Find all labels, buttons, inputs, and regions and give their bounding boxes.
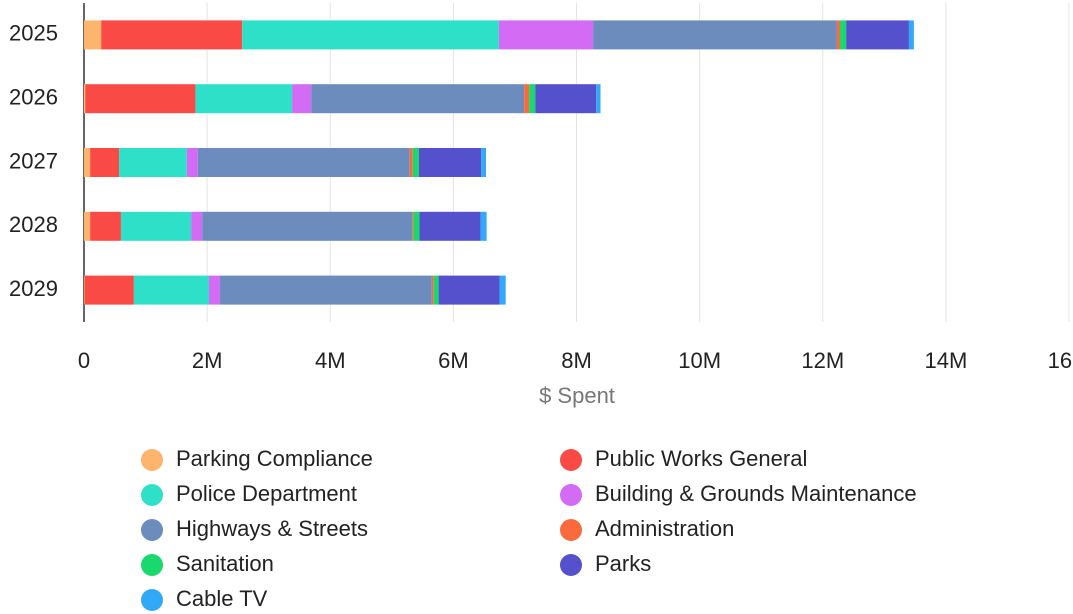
bar-segment — [119, 148, 187, 177]
bar-segment — [85, 84, 196, 114]
bar-segment — [412, 211, 414, 241]
bar-segment — [596, 84, 601, 114]
legend-label: Administration — [595, 516, 734, 541]
bar-segment — [498, 20, 594, 50]
bar-segment — [481, 148, 487, 177]
legend-label: Police Department — [176, 481, 357, 506]
bar-segment — [480, 211, 487, 241]
bar-segment — [84, 275, 85, 305]
bar-segment — [418, 148, 482, 177]
x-tick-label: 4M — [315, 348, 346, 373]
x-axis-title: $ Spent — [539, 383, 615, 408]
legend-label: Highways & Streets — [176, 516, 368, 541]
bar-segment — [836, 20, 840, 50]
y-tick-label: 2027 — [9, 148, 58, 173]
legend-swatch — [560, 519, 582, 541]
legend-swatch — [560, 449, 582, 471]
x-tick-label: 0 — [78, 348, 90, 373]
legend-label: Public Works General — [595, 446, 807, 471]
bar-segment — [220, 275, 432, 305]
legend-swatch — [141, 589, 163, 611]
bar-segment — [593, 20, 837, 50]
x-tick-label: 16M — [1048, 348, 1073, 373]
bar-segment — [90, 211, 121, 241]
legend-swatch — [560, 484, 582, 506]
bar-segment — [412, 148, 419, 177]
bar-segment — [438, 275, 500, 305]
legend-swatch — [141, 449, 163, 471]
legend-label: Building & Grounds Maintenance — [595, 481, 917, 506]
bar-segment — [202, 211, 413, 241]
bar-segment — [208, 275, 221, 305]
legend-swatch — [141, 519, 163, 541]
y-tick-label: 2026 — [9, 85, 58, 110]
bar-segment — [292, 84, 312, 114]
y-tick-label: 2029 — [9, 276, 58, 301]
bar-segment — [84, 148, 91, 177]
bar-segment — [84, 84, 86, 114]
bar-segment — [195, 84, 293, 114]
bar-segment — [90, 148, 120, 177]
bar-segment — [535, 84, 597, 114]
bar-segment — [846, 20, 909, 50]
bar-segment — [191, 211, 203, 241]
bar-segment — [242, 20, 499, 50]
x-tick-label: 10M — [678, 348, 721, 373]
bar-segment — [133, 275, 209, 305]
legend-label: Sanitation — [176, 551, 274, 576]
bar-segment — [84, 20, 102, 50]
y-tick-label: 2028 — [9, 212, 58, 237]
bar-segment — [499, 275, 506, 305]
legend-swatch — [141, 484, 163, 506]
bar-segment — [839, 20, 847, 50]
bar-segment — [311, 84, 525, 114]
bar-segment — [197, 148, 410, 177]
legend-swatch — [560, 554, 582, 576]
x-tick-label: 12M — [801, 348, 844, 373]
legend-label: Cable TV — [176, 586, 268, 611]
y-tick-label: 2025 — [9, 21, 58, 46]
x-tick-label: 2M — [192, 348, 223, 373]
bar-segment — [186, 148, 198, 177]
bar-segment — [419, 211, 481, 241]
x-tick-label: 14M — [924, 348, 967, 373]
bar-segment — [120, 211, 192, 241]
bar-segment — [84, 211, 91, 241]
legend-label: Parking Compliance — [176, 446, 373, 471]
bar-segment — [84, 275, 134, 305]
bar-segment — [529, 84, 536, 114]
bar-segment — [431, 275, 434, 305]
bar-segment — [524, 84, 530, 114]
bar-segment — [413, 211, 420, 241]
bar-segment — [409, 148, 413, 177]
legend-swatch — [141, 554, 163, 576]
bar-segment — [101, 20, 243, 50]
bar-segment — [908, 20, 914, 50]
bar-segment — [433, 275, 439, 305]
legend-label: Parks — [595, 551, 651, 576]
x-tick-label: 8M — [561, 348, 592, 373]
x-tick-label: 6M — [438, 348, 469, 373]
